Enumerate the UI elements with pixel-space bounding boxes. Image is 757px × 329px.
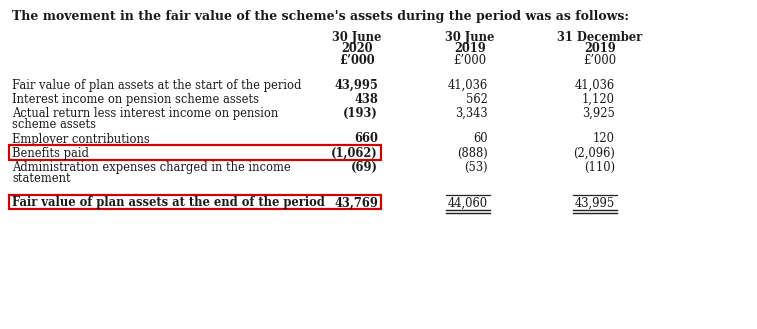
Text: Fair value of plan assets at the end of the period: Fair value of plan assets at the end of …: [12, 196, 325, 209]
Text: 2019: 2019: [584, 42, 616, 55]
Text: 1,120: 1,120: [582, 93, 615, 106]
Text: scheme assets: scheme assets: [12, 118, 96, 132]
Text: £’000: £’000: [339, 54, 375, 67]
Text: 30 June: 30 June: [445, 31, 494, 44]
Bar: [9, 145, 381, 160]
Text: 44,060: 44,060: [448, 196, 488, 209]
Text: Employer contributions: Employer contributions: [12, 133, 150, 145]
Text: The movement in the fair value of the scheme's assets during the period was as f: The movement in the fair value of the sc…: [12, 10, 629, 23]
Text: Actual return less interest income on pension: Actual return less interest income on pe…: [12, 107, 279, 120]
Text: 43,769: 43,769: [334, 196, 378, 209]
Text: Administration expenses charged in the income: Administration expenses charged in the i…: [12, 161, 291, 173]
Text: £’000: £’000: [584, 54, 616, 67]
Text: (110): (110): [584, 161, 615, 173]
Bar: [9, 195, 381, 209]
Text: 660: 660: [354, 133, 378, 145]
Text: 2019: 2019: [454, 42, 486, 55]
Text: statement: statement: [12, 172, 70, 185]
Text: 3,925: 3,925: [582, 107, 615, 120]
Text: 43,995: 43,995: [575, 196, 615, 209]
Text: 438: 438: [354, 93, 378, 106]
Text: (888): (888): [457, 146, 488, 160]
Text: £’000: £’000: [453, 54, 487, 67]
Text: Benefits paid: Benefits paid: [12, 146, 89, 160]
Text: (2,096): (2,096): [573, 146, 615, 160]
Text: 120: 120: [593, 133, 615, 145]
Text: (193): (193): [343, 107, 378, 120]
Text: 41,036: 41,036: [448, 79, 488, 92]
Text: 41,036: 41,036: [575, 79, 615, 92]
Text: 3,343: 3,343: [456, 107, 488, 120]
Text: 60: 60: [473, 133, 488, 145]
Text: Interest income on pension scheme assets: Interest income on pension scheme assets: [12, 93, 259, 106]
Text: (1,062): (1,062): [332, 146, 378, 160]
Text: 562: 562: [466, 93, 488, 106]
Text: Fair value of plan assets at the start of the period: Fair value of plan assets at the start o…: [12, 79, 301, 92]
Text: 31 December: 31 December: [557, 31, 643, 44]
Text: (69): (69): [351, 161, 378, 173]
Text: (53): (53): [464, 161, 488, 173]
Text: 30 June: 30 June: [332, 31, 382, 44]
Text: 43,995: 43,995: [334, 79, 378, 92]
Text: 2020: 2020: [341, 42, 372, 55]
